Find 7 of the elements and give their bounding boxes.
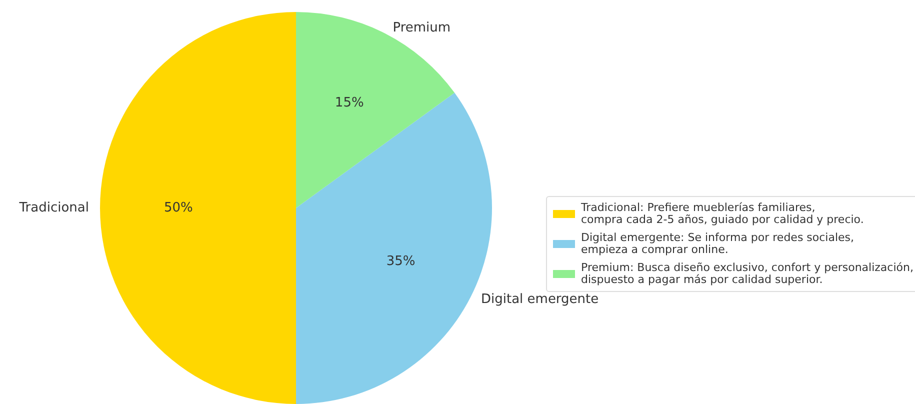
slice-label: Tradicional: [18, 200, 89, 216]
slice-label: Digital emergente: [480, 292, 599, 308]
slice-label: Premium: [392, 20, 451, 36]
data-label: 50%: [164, 200, 193, 216]
data-label: 35%: [386, 254, 416, 269]
key-box: Tradicional: Prefiere mueblerías familiares, compra cada 2-5 años, guiado por calidad y precio. Digital emergente: Se informa por redes sociales, empieza a comprar online. Premium: Busca diseño exclusivo, confort y personalización, dispuesto a pagar más por calidad superior.: [546, 196, 915, 292]
data-label: 15%: [334, 96, 364, 111]
